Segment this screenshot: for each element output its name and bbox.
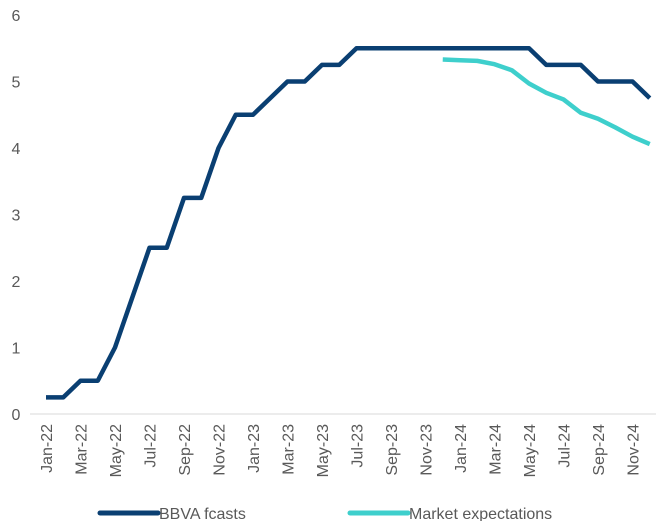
x-tick-label: Mar-24 [488,424,505,475]
x-tick-label: Jul-24 [557,424,574,468]
x-tick-label: May-24 [522,424,539,477]
x-tick-label: Jan-24 [453,424,470,473]
x-tick-label: Sep-23 [384,424,401,476]
y-tick-label: 3 [12,208,21,225]
y-tick-label: 6 [12,8,21,25]
x-tick-label: May-23 [315,424,332,477]
x-tick-label: Jul-22 [143,424,160,468]
y-tick-label: 4 [12,141,21,158]
x-tick-label: May-22 [108,424,125,477]
legend-label: BBVA fcasts [159,506,246,521]
x-tick-label: Nov-22 [212,424,229,476]
x-tick-label: Jan-23 [246,424,263,473]
y-tick-label: 1 [12,341,21,358]
x-tick-label: Nov-24 [626,424,643,476]
y-tick-label: 0 [12,407,21,424]
x-tick-label: Sep-24 [591,424,608,476]
x-tick-label: Mar-22 [74,424,91,475]
x-tick-label: Jul-23 [350,424,367,468]
y-tick-label: 5 [12,75,21,92]
x-tick-label: Sep-22 [177,424,194,476]
y-tick-label: 2 [12,274,21,291]
x-tick-label: Nov-23 [419,424,436,476]
series-line [442,57,651,147]
legend-label: Market expectations [409,506,552,521]
x-tick-label: Mar-23 [281,424,298,475]
series-line [46,46,652,400]
x-tick-label: Jan-22 [39,424,56,473]
